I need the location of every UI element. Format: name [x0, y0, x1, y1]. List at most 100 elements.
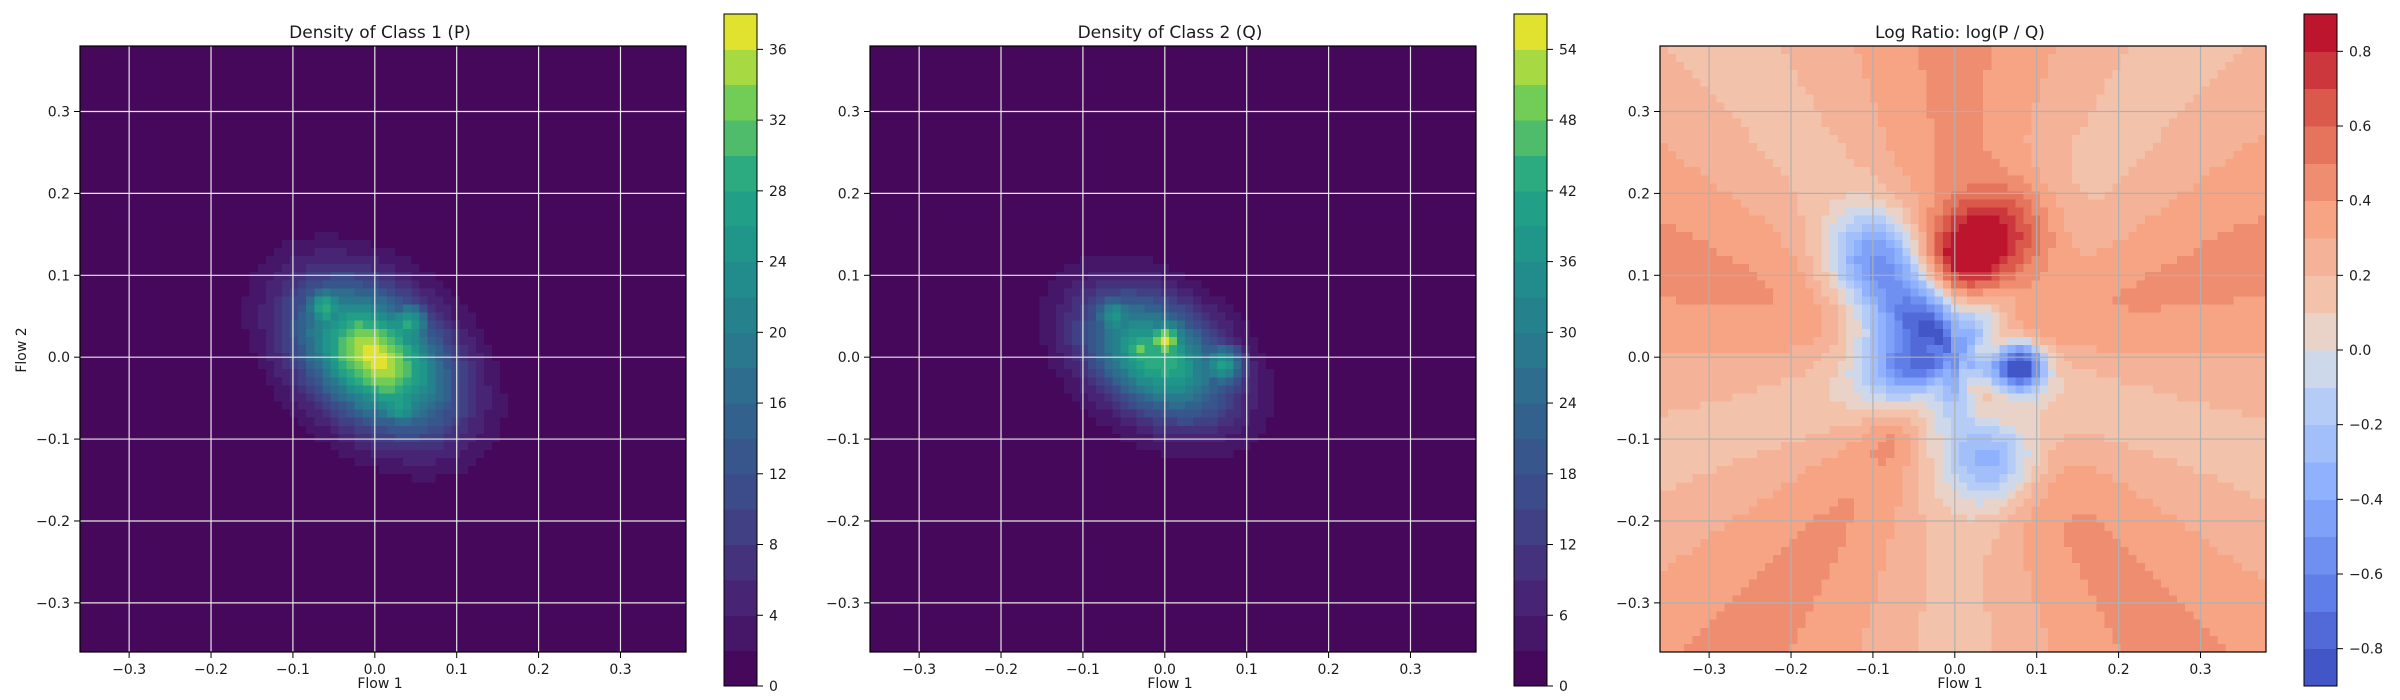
heatmap-cell — [346, 587, 356, 597]
heatmap-cell — [120, 490, 130, 500]
heatmap-cell — [572, 126, 582, 136]
heatmap-cell — [532, 256, 542, 265]
heatmap-cell — [273, 458, 283, 467]
heatmap-cell — [144, 490, 154, 500]
heatmap-cell — [580, 239, 590, 249]
heatmap-cell — [144, 425, 154, 435]
heatmap-cell — [354, 603, 364, 613]
heatmap-cell — [201, 183, 210, 193]
heatmap-cell — [354, 530, 364, 540]
heatmap-cell — [152, 110, 162, 120]
heatmap-cell — [233, 361, 243, 370]
heatmap-cell — [96, 239, 105, 249]
heatmap-cell — [144, 417, 154, 427]
heatmap-cell — [112, 498, 121, 508]
heatmap-cell — [330, 361, 340, 370]
heatmap-cell — [80, 369, 89, 378]
heatmap-cell — [362, 46, 372, 55]
heatmap-cell — [314, 248, 323, 257]
heatmap-cell — [249, 409, 259, 419]
heatmap-cell — [96, 538, 105, 548]
heatmap-cell — [451, 272, 461, 281]
heatmap-cell — [475, 417, 485, 427]
heatmap-cell — [411, 54, 420, 63]
heatmap-cell — [548, 458, 558, 467]
heatmap-cell — [80, 611, 89, 621]
heatmap-cell — [475, 304, 485, 314]
heatmap-cell — [492, 425, 501, 435]
heatmap-cell — [298, 134, 307, 144]
heatmap-cell — [330, 538, 340, 548]
heatmap-cell — [209, 134, 218, 144]
heatmap-cell — [362, 62, 372, 71]
heatmap-cell — [104, 514, 113, 524]
heatmap-cell — [564, 142, 574, 152]
heatmap-cell — [314, 46, 323, 55]
heatmap-cell — [176, 571, 186, 580]
heatmap-cell — [395, 571, 404, 580]
heatmap-cell — [152, 344, 162, 354]
heatmap-cell — [540, 595, 550, 605]
heatmap-cell — [467, 159, 477, 168]
heatmap-cell — [298, 417, 307, 427]
heatmap-cell — [411, 86, 420, 96]
heatmap-cell — [88, 425, 97, 435]
heatmap-cell — [492, 223, 501, 233]
heatmap-cell — [435, 433, 445, 443]
heatmap-cell — [378, 490, 388, 500]
heatmap-cell — [516, 94, 525, 104]
heatmap-cell — [225, 433, 235, 443]
heatmap-cell — [459, 328, 469, 338]
heatmap-cell — [613, 264, 622, 273]
heatmap-cell — [209, 441, 218, 451]
heatmap-cell — [524, 288, 534, 298]
heatmap-cell — [338, 538, 348, 548]
heatmap-cell — [96, 304, 105, 314]
heatmap-cell — [168, 369, 178, 378]
heatmap-cell — [435, 506, 445, 516]
heatmap-cell — [346, 151, 356, 160]
heatmap-cell — [241, 102, 251, 112]
heatmap-cell — [257, 312, 267, 322]
heatmap-cell — [128, 490, 138, 500]
heatmap-cell — [209, 264, 218, 273]
heatmap-cell — [80, 627, 89, 637]
heatmap-cell — [419, 70, 429, 79]
heatmap-cell — [540, 328, 550, 338]
heatmap-cell — [378, 142, 388, 152]
heatmap-cell — [306, 86, 315, 96]
heatmap-cell — [282, 450, 291, 459]
heatmap-cell — [589, 118, 598, 128]
heatmap-cell — [362, 78, 372, 87]
heatmap-cell — [589, 587, 598, 597]
heatmap-cell — [144, 207, 154, 217]
heatmap-cell — [176, 126, 186, 136]
heatmap-cell — [241, 506, 251, 516]
heatmap-cell — [387, 272, 396, 281]
heatmap-cell — [532, 344, 542, 354]
heatmap-cell — [112, 183, 121, 193]
heatmap-cell — [314, 288, 323, 298]
heatmap-cell — [176, 304, 186, 314]
heatmap-cell — [330, 328, 340, 338]
heatmap-cell — [419, 134, 429, 144]
heatmap-cell — [362, 538, 372, 548]
heatmap-cell — [233, 191, 243, 201]
heatmap-cell — [387, 490, 396, 500]
heatmap-cell — [500, 377, 509, 386]
heatmap-cell — [120, 248, 130, 257]
heatmap-cell — [273, 239, 283, 249]
heatmap-cell — [443, 159, 453, 168]
heatmap-cell — [104, 151, 113, 160]
heatmap-cell — [443, 498, 453, 508]
heatmap-cell — [556, 207, 566, 217]
heatmap-cell — [597, 369, 606, 378]
heatmap-cell — [467, 46, 477, 55]
heatmap-cell — [160, 369, 170, 378]
heatmap-cell — [136, 167, 146, 176]
heatmap-cell — [556, 272, 566, 281]
heatmap-cell — [298, 546, 307, 556]
heatmap-cell — [346, 482, 356, 491]
heatmap-cell — [419, 522, 429, 532]
heatmap-cell — [492, 183, 501, 193]
